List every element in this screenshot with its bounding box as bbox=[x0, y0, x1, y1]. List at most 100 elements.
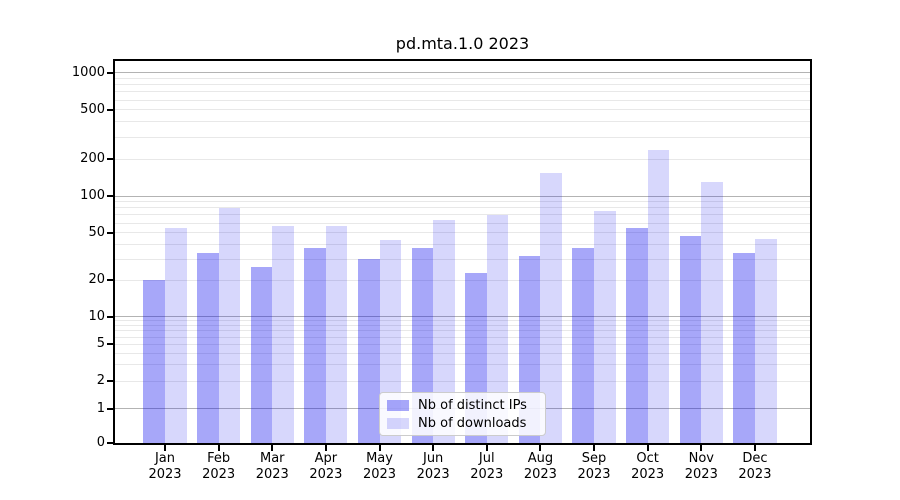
y-tick-label: 1 bbox=[96, 400, 105, 416]
bar-distinct-ips-mar bbox=[250, 266, 273, 443]
y-tick bbox=[107, 343, 114, 346]
gridline-minor bbox=[115, 84, 810, 86]
bar-downloads-sep bbox=[594, 211, 616, 443]
x-tick bbox=[378, 445, 381, 451]
x-tick bbox=[593, 445, 596, 451]
bar-distinct-ips-feb bbox=[197, 252, 219, 443]
y-tick-label: 5 bbox=[96, 336, 105, 352]
gridline-minor bbox=[115, 201, 810, 203]
legend-item-distinct-ips: Nb of distinct IPs bbox=[387, 398, 537, 413]
y-tick bbox=[107, 71, 114, 74]
gridline-minor bbox=[115, 243, 810, 245]
x-tick-label: Jul 2023 bbox=[470, 451, 504, 482]
gridline-minor bbox=[115, 330, 810, 332]
x-tick-label: Feb 2023 bbox=[202, 451, 236, 482]
x-tick-label: Aug 2023 bbox=[523, 451, 557, 482]
y-tick-label: 0 bbox=[96, 435, 105, 450]
y-tick bbox=[107, 108, 114, 111]
y-tick-label: 100 bbox=[80, 188, 105, 204]
bar-distinct-ips-nov bbox=[679, 235, 702, 443]
x-tick bbox=[700, 445, 703, 451]
gridline-minor bbox=[115, 380, 810, 382]
y-tick bbox=[107, 231, 114, 234]
x-tick-label: May 2023 bbox=[362, 451, 397, 482]
legend-item-downloads: Nb of downloads bbox=[387, 416, 537, 431]
bar-downloads-aug bbox=[540, 172, 562, 443]
gridline-minor bbox=[115, 325, 810, 327]
bar-downloads-apr bbox=[325, 225, 348, 443]
gridline-minor bbox=[115, 99, 810, 101]
legend-label-distinct-ips: Nb of distinct IPs bbox=[418, 397, 527, 413]
x-tick-label: Dec 2023 bbox=[738, 451, 772, 482]
gridline-major bbox=[115, 72, 810, 74]
gridline-minor bbox=[115, 136, 810, 138]
gridline-minor bbox=[115, 121, 810, 123]
y-tick-label: 2 bbox=[96, 373, 105, 388]
x-tick bbox=[324, 445, 327, 451]
gridline-major bbox=[115, 316, 810, 318]
gridline-minor bbox=[115, 258, 810, 260]
gridline-minor bbox=[115, 158, 810, 160]
x-tick-label: Oct 2023 bbox=[631, 451, 665, 482]
chart-title: pd.mta.1.0 2023 bbox=[395, 34, 530, 53]
bar-downloads-feb bbox=[218, 207, 241, 443]
x-tick bbox=[217, 445, 220, 451]
x-tick bbox=[432, 445, 435, 451]
y-tick bbox=[107, 158, 114, 161]
x-tick bbox=[164, 445, 166, 451]
legend: Nb of distinct IPs Nb of downloads bbox=[379, 392, 546, 436]
bar-distinct-ips-apr bbox=[304, 248, 326, 443]
gridline-minor bbox=[115, 207, 810, 209]
gridline-minor bbox=[115, 222, 810, 224]
y-tick bbox=[107, 407, 114, 410]
bar-distinct-ips-jan bbox=[143, 280, 165, 443]
bar-downloads-oct bbox=[647, 149, 670, 443]
gridline-minor bbox=[115, 77, 810, 79]
gridline-minor bbox=[115, 91, 810, 93]
legend-label-downloads: Nb of downloads bbox=[418, 415, 527, 431]
y-tick bbox=[107, 315, 114, 318]
gridline-minor bbox=[115, 320, 810, 322]
x-tick bbox=[539, 445, 542, 451]
y-tick bbox=[107, 195, 114, 198]
legend-swatch-distinct-ips bbox=[387, 399, 409, 411]
x-tick-label: Jan 2023 bbox=[148, 451, 182, 482]
bar-downloads-mar bbox=[272, 225, 294, 443]
bar-downloads-jun bbox=[433, 220, 455, 443]
gridline-minor bbox=[115, 232, 810, 234]
y-tick bbox=[107, 279, 114, 282]
x-tick-label: Nov 2023 bbox=[684, 451, 718, 482]
gridline-minor bbox=[115, 279, 810, 281]
x-tick bbox=[646, 445, 649, 451]
bar-distinct-ips-sep bbox=[572, 248, 595, 443]
gridline-minor bbox=[115, 352, 810, 354]
plot-area bbox=[113, 59, 812, 445]
y-tick-label: 10 bbox=[88, 308, 105, 324]
bar-distinct-ips-dec bbox=[733, 252, 755, 443]
x-tick-label: Jun 2023 bbox=[416, 451, 450, 482]
gridline-minor bbox=[115, 343, 810, 345]
y-tick bbox=[107, 442, 114, 444]
gridline-minor bbox=[115, 336, 810, 338]
bar-distinct-ips-oct bbox=[626, 227, 648, 443]
gridline-minor bbox=[115, 364, 810, 366]
y-tick bbox=[107, 380, 114, 382]
y-tick-label: 500 bbox=[80, 101, 105, 117]
bar-distinct-ips-may bbox=[357, 259, 380, 443]
x-tick bbox=[271, 445, 274, 451]
bar-downloads-dec bbox=[754, 239, 777, 443]
x-tick bbox=[485, 445, 488, 451]
gridline-minor bbox=[115, 109, 810, 111]
x-tick-label: Apr 2023 bbox=[309, 451, 343, 482]
y-tick-label: 20 bbox=[88, 272, 105, 288]
bar-downloads-jan bbox=[165, 227, 187, 443]
y-tick-label: 1000 bbox=[71, 64, 105, 80]
x-tick-label: Sep 2023 bbox=[577, 451, 611, 482]
gridline-minor bbox=[115, 214, 810, 216]
x-tick bbox=[753, 445, 756, 451]
y-tick-label: 50 bbox=[88, 224, 105, 240]
gridline-major bbox=[115, 195, 810, 197]
legend-swatch-downloads bbox=[387, 417, 409, 429]
x-tick-label: Mar 2023 bbox=[255, 451, 289, 482]
